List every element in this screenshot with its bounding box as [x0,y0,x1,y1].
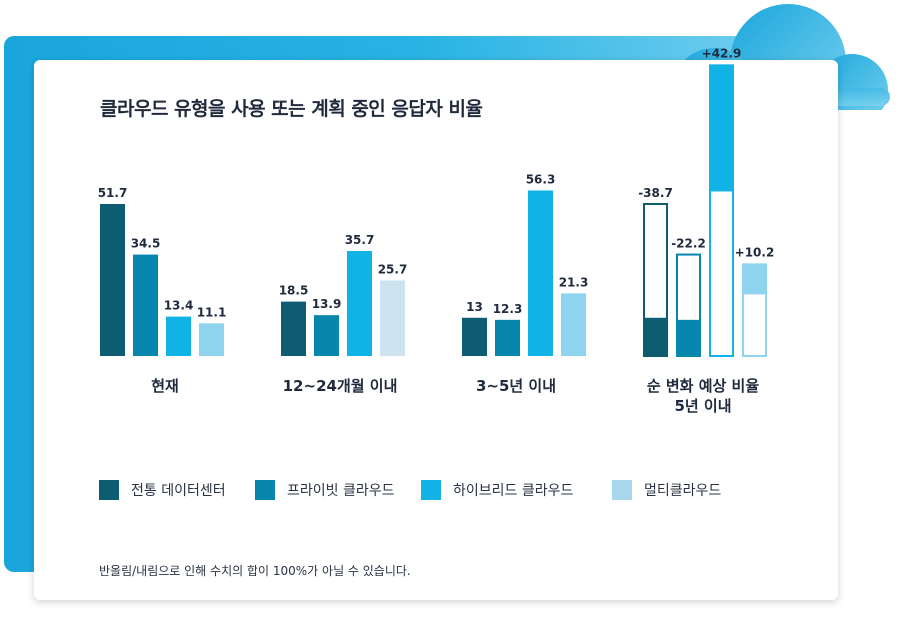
legend-item-traditional-datacenter: 전통 데이터센터 [99,480,226,500]
bar [314,315,339,356]
data-label: +42.9 [702,46,742,60]
bar [709,64,734,191]
bar [133,254,158,356]
chart-title: 클라우드 유형을 사용 또는 계획 중인 응답자 비율 [100,98,483,120]
data-label: 11.1 [197,305,227,319]
category-label: 순 변화 예상 비율 [647,377,759,395]
legend-label: 멀티클라우드 [644,483,722,499]
category-label: 3~5년 이내 [476,377,556,395]
data-label: +10.2 [735,245,775,259]
data-label: 18.5 [279,284,309,298]
legend-item-private-cloud: 프라이빗 클라우드 [255,480,395,500]
legend-swatch [255,480,275,500]
legend-label: 프라이빗 클라우드 [287,483,395,499]
category-label: 5년 이내 [674,397,731,415]
bar [100,204,125,356]
legend: 전통 데이터센터 프라이빗 클라우드 하이브리드 클라우드 멀티클라우드 [0,480,900,504]
bar [561,293,586,356]
legend-swatch [99,480,119,500]
data-label: 51.7 [98,186,128,200]
data-label: -38.7 [638,186,673,200]
data-label: 56.3 [526,172,556,186]
data-label: 21.3 [559,275,589,289]
bar [281,301,306,356]
bar [643,317,668,356]
bar [199,323,224,356]
bar [347,251,372,356]
bar [495,319,520,356]
legend-label: 전통 데이터센터 [131,483,226,499]
bar [742,263,767,294]
footnote: 반올림/내림으로 인해 수치의 합이 100%가 아닐 수 있습니다. [99,564,411,578]
bar [380,280,405,356]
bar [462,317,487,356]
legend-item-hybrid-cloud: 하이브리드 클라우드 [421,480,573,500]
legend-item-multicloud: 멀티클라우드 [612,480,721,500]
data-label: 13.4 [164,299,194,313]
bar [166,316,191,356]
data-label: -22.2 [671,237,706,251]
data-label: 13 [466,300,483,314]
bar [528,190,553,356]
bar-change-outline [742,292,767,357]
legend-swatch [421,480,441,500]
category-label: 12~24개월 이내 [283,377,398,395]
data-label: 34.5 [131,237,161,251]
data-label: 35.7 [345,233,375,247]
bar [676,319,701,356]
data-label: 25.7 [378,262,408,276]
legend-label: 하이브리드 클라우드 [453,483,574,499]
category-label: 현재 [151,377,179,395]
data-label: 12.3 [493,302,523,316]
data-label: 13.9 [312,297,342,311]
bar-change-outline [709,189,734,357]
legend-swatch [612,480,632,500]
